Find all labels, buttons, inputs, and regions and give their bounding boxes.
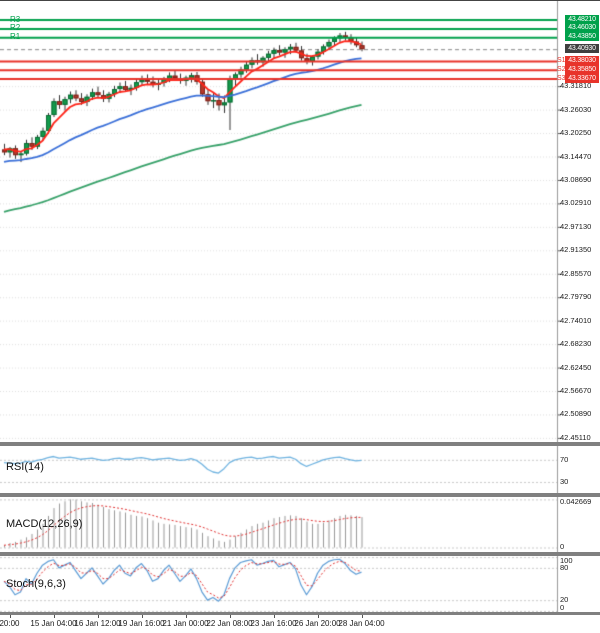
rsi-indicator-label: RSI(14) bbox=[6, 461, 44, 473]
rsi-panel-canvas[interactable] bbox=[0, 446, 600, 493]
stoch-panel-canvas[interactable] bbox=[0, 556, 600, 612]
panel-separator[interactable] bbox=[0, 442, 600, 446]
candlestick-chart-canvas[interactable] bbox=[0, 1, 600, 442]
time-axis[interactable] bbox=[0, 615, 600, 633]
macd-indicator-label: MACD(12,26,9) bbox=[6, 518, 83, 530]
panel-separator[interactable] bbox=[0, 612, 600, 615]
panel-separator[interactable] bbox=[0, 493, 600, 497]
panel-separator[interactable] bbox=[0, 552, 600, 556]
stoch-indicator-label: Stoch(9,6,3) bbox=[6, 578, 66, 590]
macd-panel-canvas[interactable] bbox=[0, 497, 600, 552]
